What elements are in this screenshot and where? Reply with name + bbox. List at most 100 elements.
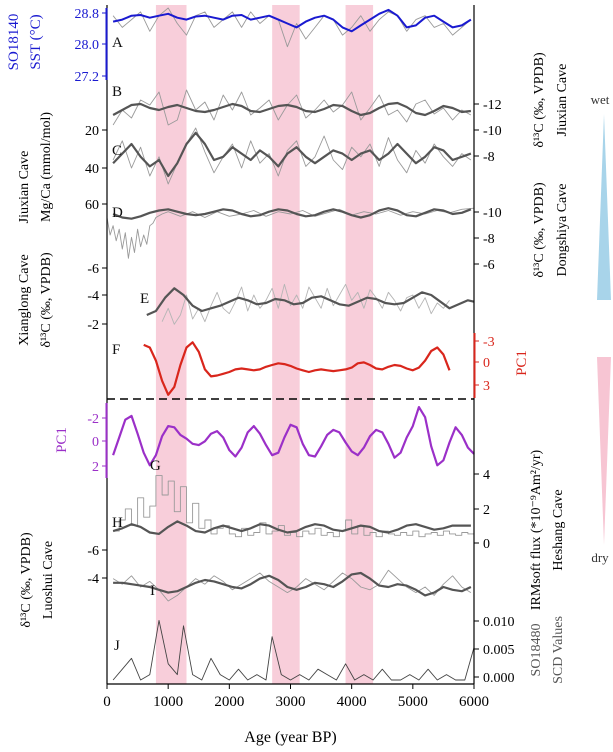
- panel-H-series: [112, 475, 475, 538]
- panel-letter-E: E: [140, 291, 149, 307]
- panel-F-tick-label: 0: [483, 356, 490, 371]
- panel-letter-B: B: [112, 84, 122, 100]
- panel-D-tick-label: -10: [483, 206, 502, 221]
- panel-B-title-2: Jiuxian Cave: [555, 64, 570, 137]
- panel-H-tick-label: 0: [483, 537, 490, 552]
- panel-I-title-1: δ¹³C (‰, VPDB): [19, 532, 34, 628]
- panel-J-title-2: SCD Values: [551, 616, 566, 684]
- panel-J-series: [112, 619, 475, 681]
- panel-A-title-2: SST (°C): [28, 14, 44, 69]
- shaded-intervals: [155, 5, 374, 684]
- panel-H-tick-label: 4: [483, 468, 490, 483]
- panel-G-series: [112, 406, 475, 467]
- wet-label: wet: [591, 92, 610, 107]
- panel-C-title-2: Mg/Ca (mmol/mol): [39, 112, 54, 222]
- panel-I-tick-label: -4: [87, 572, 99, 587]
- panel-D-tick-label: -6: [483, 258, 495, 273]
- dry-label: dry: [591, 550, 609, 565]
- panel-I-raw-line: [112, 569, 472, 602]
- x-axis-title: Age (year BP): [244, 729, 336, 746]
- panel-letter-I: I: [150, 583, 155, 599]
- panel-F-series: [143, 341, 451, 396]
- panel-B-series: [112, 89, 472, 126]
- panel-J-tick-label: 0.010: [483, 615, 515, 630]
- x-tick-label: 0: [103, 694, 111, 710]
- dry-triangle: [597, 357, 611, 545]
- panel-F-tick-label: -3: [483, 335, 495, 350]
- panel-G-tick-label: -2: [87, 412, 99, 427]
- panel-I-title-2: Luoshui Cave: [41, 541, 56, 619]
- panel-D-title-2: Dongshiya Cave: [555, 184, 570, 277]
- panel-E-smooth-line: [146, 287, 475, 317]
- panel-J-title-1: SO18480: [529, 624, 544, 677]
- panel-letter-C: C: [112, 143, 122, 159]
- panel-C-smooth-line: [112, 131, 472, 178]
- panel-I-smooth-line: [113, 571, 472, 597]
- panel-A-smooth-line: [112, 8, 472, 33]
- panel-C-tick-label: 60: [85, 198, 99, 213]
- panel-F-title: PC1: [514, 350, 530, 376]
- panel-E-title-1: Xianglong Cave: [17, 254, 32, 345]
- panel-D-title-1: δ¹³C (‰, VPDB): [532, 182, 547, 278]
- panel-D-tick-label: -8: [483, 232, 495, 247]
- wet-triangle: [597, 114, 611, 300]
- panel-letter-F: F: [112, 342, 120, 358]
- panel-letter-A: A: [112, 35, 123, 51]
- panel-G-title: PC1: [54, 427, 70, 453]
- panel-A-tick-label: 28.8: [75, 7, 100, 22]
- x-tick-label: 4000: [337, 694, 367, 710]
- panel-B-tick-label: -8: [483, 150, 495, 165]
- panel-letter-J: J: [114, 638, 120, 654]
- panel-H-raw-line: [113, 475, 475, 538]
- panel-E-series: [146, 283, 475, 325]
- panel-G-smooth-line: [112, 406, 475, 467]
- panel-letter-G: G: [150, 458, 161, 474]
- panel-C-title-1: Jiuxian Cave: [17, 151, 32, 224]
- panel-F-smooth-line: [143, 341, 451, 396]
- panel-letter-D: D: [112, 205, 123, 221]
- panel-B-raw-line: [112, 89, 472, 126]
- panel-B-tick-label: -10: [483, 124, 502, 139]
- panel-I-series: [112, 569, 472, 602]
- panel-H-title-1: IRMsoft flux (*10⁻⁹Am²/yr): [529, 449, 544, 610]
- panel-A-title-1: SO18140: [6, 14, 22, 71]
- shaded-interval-3: [345, 5, 374, 684]
- panel-G-tick-label: 0: [92, 435, 99, 450]
- panel-C-series: [112, 127, 472, 185]
- label-layer: 0 1000 2000 3 0 0 0 4000 5000 6000 Age (year BP) A B…: [6, 7, 610, 746]
- panel-C-tick-label: 20: [85, 124, 99, 139]
- panel-letter-H: H: [112, 515, 123, 531]
- panel-A-series: [112, 7, 472, 48]
- panel-C-raw-line: [112, 127, 472, 185]
- panel-A-tick-label: 27.2: [75, 70, 100, 85]
- panel-I-tick-label: -6: [87, 544, 99, 559]
- x-tick-label: 1000: [153, 694, 183, 710]
- panel-D-raw-line: [106, 207, 475, 259]
- panel-H-tick-label: 2: [483, 503, 490, 518]
- panel-E-title-2: δ¹³C (‰, VPDB): [39, 252, 54, 348]
- panel-G-tick-label: 2: [92, 460, 99, 475]
- panel-B-smooth-line: [112, 101, 472, 117]
- panel-E-raw-line: [161, 283, 450, 325]
- panel-H-title-2: Heshang Cave: [551, 489, 566, 570]
- x-tick-label: 5000: [398, 694, 428, 710]
- panel-F-tick-label: 3: [483, 379, 490, 394]
- panel-C-tick-label: 40: [85, 162, 99, 177]
- x-tick-label: 6000: [459, 694, 489, 710]
- panel-B-tick-label: -12: [483, 98, 502, 113]
- shaded-interval-2: [272, 5, 300, 684]
- panel-J-raw-line: [112, 619, 475, 681]
- panel-E-tick-label: -2: [87, 318, 99, 333]
- panel-A-tick-label: 28.0: [75, 38, 100, 53]
- axis-layer: [102, 5, 611, 689]
- x-tick-label: 2000: [214, 694, 244, 710]
- panel-D-smooth-line: [112, 207, 472, 220]
- shaded-interval-1: [155, 5, 187, 684]
- panel-B-title-1: δ¹³C (‰, VPDB): [532, 52, 547, 148]
- series-layer: [106, 7, 475, 681]
- panel-H-smooth-line: [112, 520, 471, 535]
- panel-J-tick-label: 0.005: [483, 643, 515, 658]
- panel-J-tick-label: 0.000: [483, 671, 515, 686]
